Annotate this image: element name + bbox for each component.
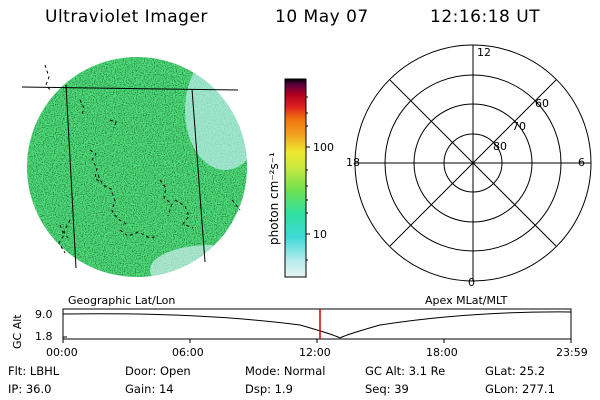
info-mode: Mode: Normal [245,364,326,378]
date-label: 10 May 07 [275,7,369,27]
mlt-label-18: 18 [346,156,360,169]
info-gc-alt: GC Alt: 3.1 Re [365,364,446,378]
altitude-xtick-0000: 00:00 [46,346,78,359]
coastlines [44,64,241,254]
altitude-xtick-0600: 06:00 [172,346,204,359]
left-panel-caption: Geographic Lat/Lon [68,294,176,307]
colorbar-tick-10: 10 [313,228,327,241]
polar-plot [354,44,592,282]
colorbar [284,78,307,278]
mlat-label-60: 60 [535,97,549,110]
info-ip: IP: 36.0 [8,382,52,396]
mlat-label-80: 80 [493,140,507,153]
uv-disk [27,57,247,277]
colorbar-ticks [306,96,310,261]
info-dsp: Dsp: 1.9 [245,382,293,396]
info-glat: GLat: 25.2 [485,364,546,378]
altitude-xtick-1200: 12:00 [299,346,331,359]
right-panel-caption: Apex MLat/MLT [425,294,508,307]
altitude-xtick-2359: 23:59 [556,346,588,359]
time-label: 12:16:18 UT [430,7,541,27]
altitude-ytick-1-8: 1.8 [35,330,53,343]
colorbar-tick-100: 100 [313,141,334,154]
info-door: Door: Open [125,364,191,378]
geographic-grid [21,84,239,269]
mlt-label-6: 6 [578,156,585,169]
mlat-label-70: 70 [512,120,526,133]
info-filter: Flt: LBHL [8,364,60,378]
instrument-title: Ultraviolet Imager [45,7,208,27]
mlt-label-0: 0 [468,276,475,289]
altitude-plot [62,308,572,343]
colorbar-unit-label: photon cm⁻²s⁻¹ [267,152,281,245]
mlt-label-12: 12 [477,46,491,59]
altitude-xtick-1800: 18:00 [426,346,458,359]
altitude-ytick-9: 9.0 [35,308,53,321]
info-gain: Gain: 14 [125,382,174,396]
info-seq: Seq: 39 [365,382,409,396]
info-glon: GLon: 277.1 [485,382,555,396]
altitude-ylabel: GC Alt [11,314,24,349]
